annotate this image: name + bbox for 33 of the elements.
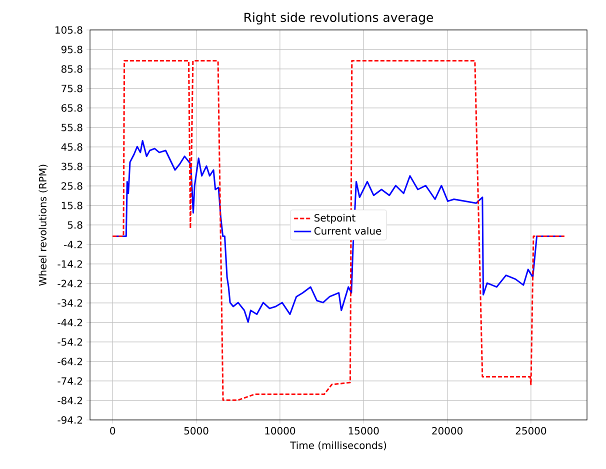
y-axis-title: Wheel revolutions (RPM) — [38, 164, 48, 286]
x-tick-label: 0 — [110, 426, 116, 435]
y-tick-label: 65.8 — [62, 104, 82, 112]
y-tick-label: 15.8 — [62, 202, 82, 210]
x-tick-label: 5000 — [184, 426, 208, 435]
chart-title: Right side revolutions average — [244, 12, 434, 24]
x-tick-label: 10000 — [265, 426, 296, 435]
y-tick-label: -54.2 — [58, 338, 82, 346]
y-tick-label: -34.2 — [58, 299, 82, 307]
y-tick-label: -74.2 — [58, 377, 82, 385]
legend-label: Current value — [314, 226, 382, 235]
y-tick-label: 105.8 — [56, 26, 82, 34]
y-tick-label: 85.8 — [61, 65, 82, 73]
y-tick-label: 75.8 — [62, 84, 82, 92]
y-tick-label: -94.2 — [58, 416, 82, 424]
y-tick-label: 55.8 — [62, 124, 82, 132]
y-tick-label: -4.2 — [64, 240, 82, 248]
legend-label: Setpoint — [314, 214, 356, 224]
y-tick-label: 25.8 — [62, 182, 82, 190]
y-tick-label: 5.8 — [68, 221, 82, 229]
line-series — [112, 60, 566, 401]
y-tick-label: -64.2 — [58, 358, 82, 366]
x-tick-label: 20000 — [432, 426, 462, 435]
y-tick-label: -14.2 — [58, 260, 82, 268]
x-tick-label: 25000 — [516, 426, 546, 435]
x-axis-title: Time (milliseconds) — [290, 441, 386, 450]
y-tick-label: 45.8 — [61, 143, 82, 151]
x-tick-label: 15000 — [348, 426, 379, 435]
y-tick-label: -84.2 — [58, 396, 82, 404]
y-tick-label: -24.2 — [58, 280, 82, 288]
y-tick-label: 95.8 — [61, 46, 82, 54]
y-tick-label: -44.2 — [58, 318, 82, 326]
y-tick-label: 35.8 — [62, 162, 82, 170]
